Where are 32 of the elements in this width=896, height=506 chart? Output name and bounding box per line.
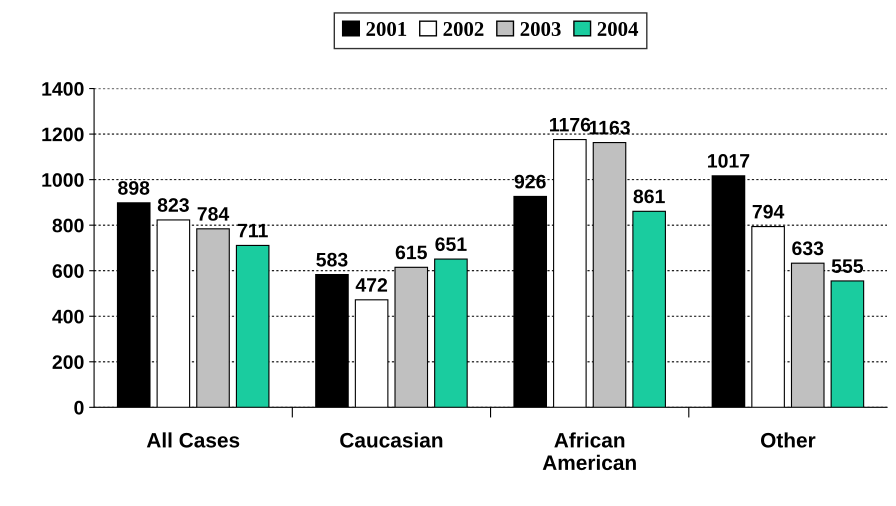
data-label: 898 (118, 181, 150, 195)
data-label: 651 (435, 237, 467, 252)
y-tick-label: 1000 (42, 173, 84, 187)
y-tick-label: 1400 (42, 82, 84, 96)
y-tick-label: 200 (52, 355, 84, 370)
data-label: 633 (792, 241, 824, 256)
y-tick-label: 1200 (42, 128, 84, 142)
data-label: 1163 (590, 120, 630, 135)
y-tick-label: 800 (52, 218, 84, 232)
y-tick-label: 400 (52, 310, 84, 324)
y-tick-label: 600 (52, 264, 84, 278)
x-tick-label: All Cases (146, 432, 240, 448)
data-label: 926 (514, 174, 546, 188)
x-tick-label: Caucasian (340, 432, 442, 448)
legend-label: 2001 (366, 22, 406, 36)
data-label: 861 (634, 190, 665, 204)
x-tick-label: African American (542, 432, 636, 470)
data-label: 794 (752, 204, 784, 219)
data-label: 615 (396, 246, 427, 260)
data-label: 472 (356, 278, 388, 292)
data-label: 555 (832, 259, 864, 273)
data-label: 1017 (708, 154, 750, 168)
data-label: 1176 (550, 118, 590, 132)
y-tick-label: 0 (74, 400, 84, 415)
data-label: 823 (158, 198, 189, 212)
legend-label: 2003 (520, 22, 561, 36)
data-label: 711 (238, 224, 268, 238)
legend-label: 2002 (444, 22, 484, 36)
data-label: 784 (198, 207, 230, 221)
data-label: 583 (316, 252, 348, 267)
x-tick-label: Other (760, 432, 816, 448)
legend-label: 2004 (598, 22, 638, 36)
